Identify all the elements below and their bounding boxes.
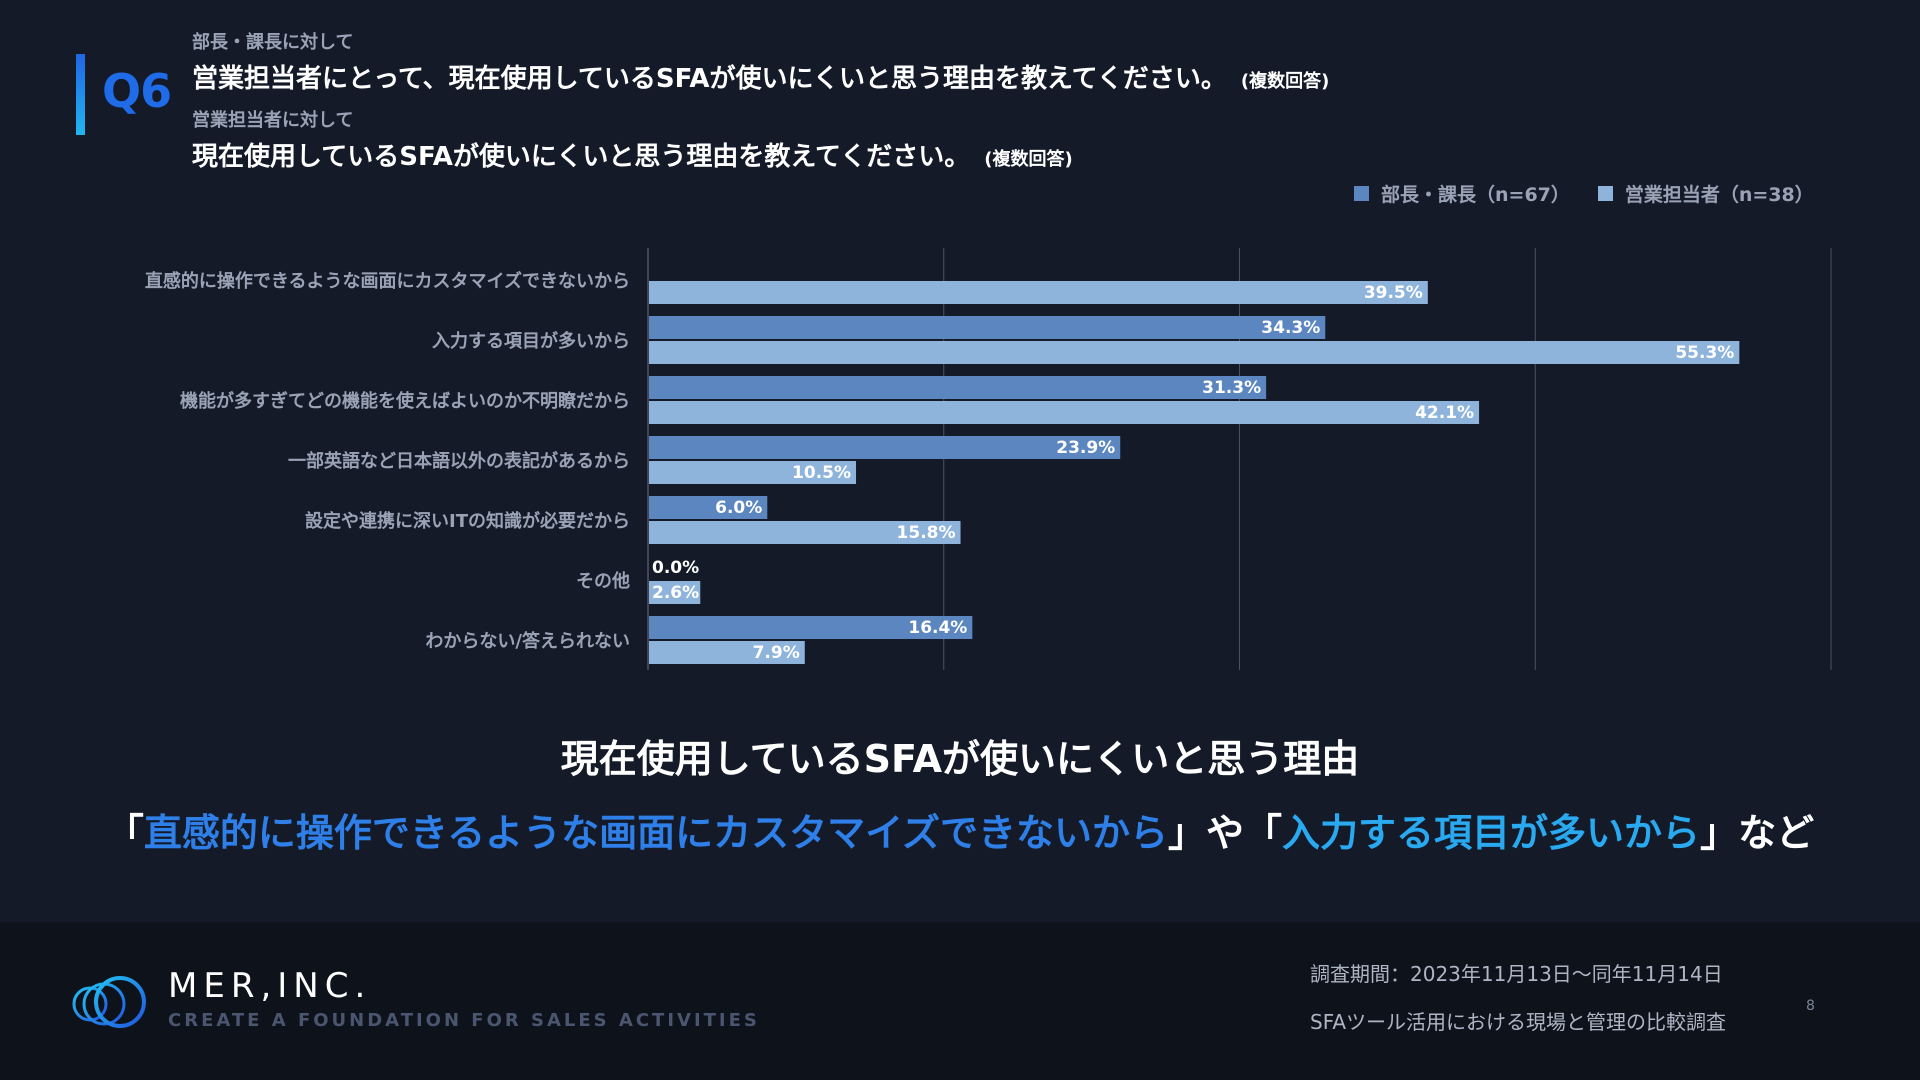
legend-label-sales-reps: 営業担当者（n=38）: [1624, 184, 1814, 206]
data-label: 34.3%: [1261, 318, 1320, 338]
legend-item-sales-reps: 営業担当者（n=38）: [1597, 180, 1814, 207]
data-label: 6.0%: [715, 498, 762, 518]
data-label: 2.6%: [652, 583, 699, 603]
q1-target-label: 部長・課長に対して: [192, 32, 354, 53]
legend-swatch-sales-reps: [1597, 186, 1613, 201]
data-label: 39.5%: [1364, 283, 1423, 303]
bar-managers: [649, 496, 768, 519]
data-label: 23.9%: [1056, 438, 1115, 458]
q2-question-note: (複数回答): [984, 149, 1073, 170]
category-label: その他: [576, 570, 630, 592]
bar-sales-reps: [649, 401, 1480, 424]
data-label: 7.9%: [753, 643, 800, 663]
summary-title: 現在使用しているSFAが使いにくいと思う理由: [560, 737, 1360, 781]
legend-item-managers: 部長・課長（n=67）: [1354, 180, 1570, 207]
legend-swatch-managers: [1354, 186, 1369, 201]
data-label: 42.1%: [1415, 403, 1474, 423]
chart-legend: 部長・課長（n=67） 営業担当者（n=38）: [1354, 180, 1814, 207]
bar-sales-reps: [649, 461, 857, 484]
category-label: 直感的に操作できるような画面にカスタマイズできないから: [145, 270, 630, 292]
survey-period: 調査期間：2023年11月13日〜同年11月14日: [1310, 962, 1723, 986]
header: Q6 部長・課長に対して 営業担当者にとって、現在使用しているSFAが使いにくい…: [0, 0, 1920, 180]
summary-middle-text: 」や「: [1168, 811, 1283, 855]
summary-highlight-2: 入力する項目が多いから: [1282, 811, 1701, 855]
q1-question-text: 営業担当者にとって、現在使用しているSFAが使いにくいと思う理由を教えてください…: [192, 64, 1227, 94]
data-label: 55.3%: [1675, 343, 1734, 363]
bar-managers: [649, 316, 1326, 339]
category-label: 機能が多すぎてどの機能を使えばよいのか不明瞭だから: [180, 390, 630, 412]
question-accent-bar: [76, 54, 85, 135]
bar-managers: [649, 376, 1267, 399]
bar-sales-reps: [649, 581, 701, 604]
survey-title: SFAツール活用における現場と管理の比較調査: [1310, 1010, 1727, 1034]
category-label: 設定や連携に深いITの知識が必要だから: [305, 510, 630, 532]
company-tagline: CREATE A FOUNDATION FOR SALES ACTIVITIES: [168, 1010, 760, 1031]
question-number: Q6: [102, 64, 172, 118]
data-label: 16.4%: [908, 618, 967, 638]
bar-sales-reps: [649, 341, 1740, 364]
category-label: 一部英語など日本語以外の表記があるから: [288, 450, 630, 472]
footer: MER,INC. CREATE A FOUNDATION FOR SALES A…: [0, 922, 1920, 1080]
summary-open-bracket: 「: [105, 811, 144, 855]
bar-sales-reps: [649, 281, 1428, 304]
q2-target-label: 営業担当者に対して: [192, 110, 354, 131]
q1-question-note: (複数回答): [1240, 71, 1330, 92]
company-logo-icon: [72, 976, 146, 1028]
legend-label-managers: 部長・課長（n=67）: [1381, 184, 1570, 206]
q2-question: 現在使用しているSFAが使いにくいと思う理由を教えてください。 (複数回答): [192, 136, 1073, 173]
q1-question: 営業担当者にとって、現在使用しているSFAが使いにくいと思う理由を教えてください…: [192, 58, 1329, 95]
data-label: 31.3%: [1202, 378, 1261, 398]
company-name: MER,INC.: [168, 966, 372, 1006]
data-label: 15.8%: [897, 523, 956, 543]
data-label: 10.5%: [792, 463, 851, 483]
bar-sales-reps: [649, 521, 961, 544]
bar-managers: [649, 436, 1121, 459]
bar-managers: [649, 616, 973, 639]
page-number: 8: [1806, 998, 1815, 1014]
summary-close-text: 」など: [1700, 811, 1815, 855]
category-label: わからない/答えられない: [425, 630, 630, 652]
summary-highlight-1: 直感的に操作できるような画面にカスタマイズできないから: [143, 811, 1169, 855]
data-label: 0.0%: [652, 558, 699, 578]
bar-chart: 直感的に操作できるような画面にカスタマイズできないから 39.5% 入力する項目が多…: [145, 248, 1832, 670]
q2-question-text: 現在使用しているSFAが使いにくいと思う理由を教えてください。: [192, 142, 971, 172]
summary-line: 「直感的に操作できるような画面にカスタマイズできないから」や「入力する項目が多い…: [0, 802, 1920, 857]
category-label: 入力する項目が多いから: [432, 330, 630, 352]
bar-sales-reps: [649, 641, 805, 664]
